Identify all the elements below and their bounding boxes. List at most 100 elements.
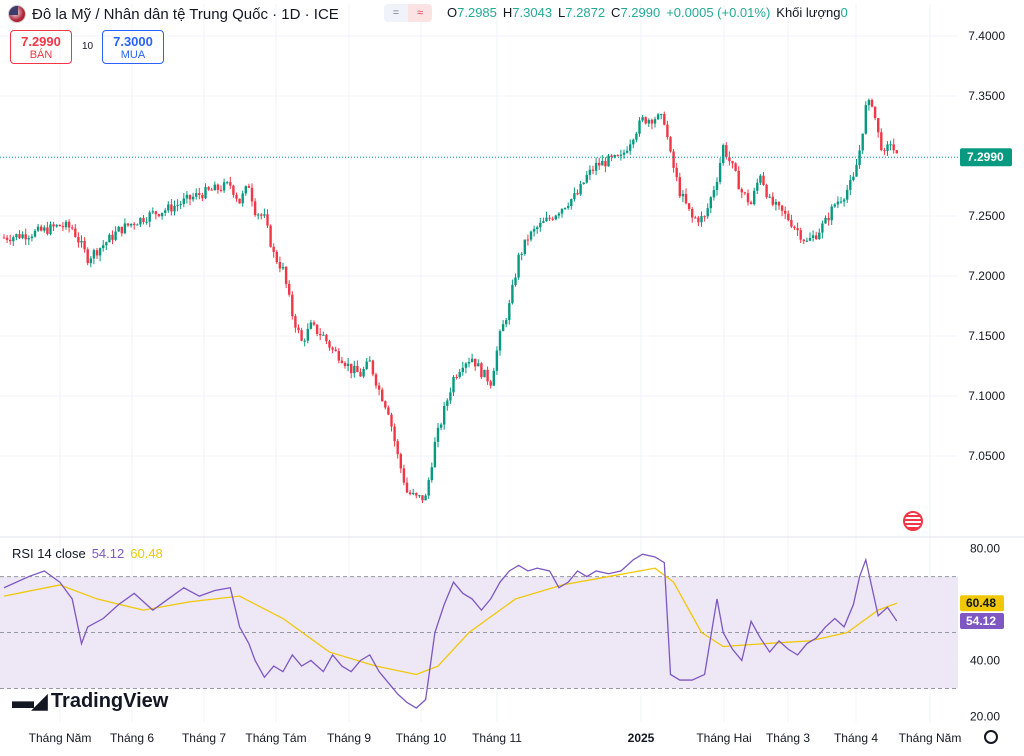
rsi-legend[interactable]: RSI 14 close 54.12 60.48 xyxy=(12,546,163,561)
rsi-axis[interactable]: 80.00 40.00 20.00 60.48 54.12 xyxy=(960,542,1004,724)
rsi-ma-axis-label-box xyxy=(960,595,1004,612)
time-tick-label: Tháng 7 xyxy=(182,731,226,745)
candle-body xyxy=(108,234,111,243)
candle-body xyxy=(505,319,508,325)
price-tick-label: 7.0500 xyxy=(968,449,1005,463)
candle-body xyxy=(588,169,592,175)
buy-button[interactable]: 7.3000 MUA xyxy=(102,30,164,64)
candle-body xyxy=(867,99,871,106)
time-tick-label: Tháng Hai xyxy=(696,731,751,745)
candle-body xyxy=(821,223,824,233)
equals-icon[interactable]: = xyxy=(384,4,408,22)
candle-body xyxy=(80,240,83,243)
approx-icon[interactable]: ≈ xyxy=(408,4,432,22)
candle-body xyxy=(377,385,381,390)
rsi-name: RSI 14 close xyxy=(12,546,86,561)
tradingview-wordmark: TradingView xyxy=(50,689,169,712)
candle-body xyxy=(607,155,610,167)
volume-label: Khối lượng xyxy=(776,5,841,20)
candle-body xyxy=(511,284,514,304)
candle-body xyxy=(532,228,536,232)
candle-body xyxy=(712,190,716,198)
candle-body xyxy=(433,441,437,468)
candle-body xyxy=(424,495,427,501)
us-market-flag-icon[interactable] xyxy=(903,511,923,531)
last-price-label: 7.2990 xyxy=(967,150,1004,164)
candle-body xyxy=(811,235,815,239)
candle-body xyxy=(86,249,89,264)
candle-body xyxy=(548,217,551,219)
candle-body xyxy=(167,204,170,211)
settings-gear-icon[interactable] xyxy=(984,730,998,744)
symbol-title[interactable]: Đô la Mỹ / Nhân dân tệ Trung Quốc · 1D ·… xyxy=(32,5,339,23)
candle-body xyxy=(718,163,722,182)
candle-body xyxy=(297,327,300,331)
candle-body xyxy=(771,196,774,205)
sell-label: BÁN xyxy=(29,49,53,61)
candle-body xyxy=(204,187,207,199)
candle-body xyxy=(164,210,167,213)
sell-button[interactable]: 7.2990 BÁN xyxy=(10,30,72,64)
candle-body xyxy=(495,350,499,371)
candle-body xyxy=(777,201,781,206)
price-axis[interactable]: 7.40007.35007.30007.25007.20007.15007.10… xyxy=(968,29,1005,463)
candle-body xyxy=(418,495,421,497)
candle-body xyxy=(722,145,725,164)
candle-body xyxy=(67,221,71,228)
time-axis[interactable]: Tháng Năm Tháng 6 Tháng 7 Tháng Tám Tháng 9 T… xyxy=(29,731,962,745)
candle-body xyxy=(870,99,874,107)
candle-body xyxy=(635,133,638,140)
candle-body xyxy=(412,492,415,495)
candle-body xyxy=(660,114,663,116)
candle-body xyxy=(873,106,877,119)
candle-body xyxy=(226,182,229,184)
price-tick-label: 7.2500 xyxy=(968,209,1005,223)
open-label: O xyxy=(447,5,458,20)
candle-body xyxy=(325,334,328,342)
candle-body xyxy=(573,193,576,200)
symbol-header[interactable]: Đô la Mỹ / Nhân dân tệ Trung Quốc · 1D ·… xyxy=(8,3,339,25)
candle-body xyxy=(95,250,99,256)
candle-body xyxy=(536,227,539,229)
candle-body xyxy=(836,201,840,205)
candle-body xyxy=(827,217,830,221)
candle-body xyxy=(585,174,588,183)
candle-body xyxy=(49,224,52,234)
rsi-ma-axis-label: 60.48 xyxy=(966,596,996,610)
candle-body xyxy=(312,322,316,325)
candle-body xyxy=(818,232,821,240)
candle-body xyxy=(681,193,685,197)
candle-body xyxy=(632,139,635,145)
candle-body xyxy=(830,206,833,221)
candle-body xyxy=(551,218,554,220)
candle-body xyxy=(740,189,743,193)
time-tick-label: Tháng Năm xyxy=(29,731,92,745)
candle-body xyxy=(74,228,77,237)
candle-body xyxy=(709,197,712,209)
candle-body xyxy=(207,187,210,190)
candle-body xyxy=(393,426,396,442)
candle-body xyxy=(483,369,486,378)
candle-body xyxy=(71,227,74,229)
candle-body xyxy=(213,184,216,191)
candle-body xyxy=(179,203,182,205)
candle-body xyxy=(120,226,123,234)
candle-body xyxy=(365,361,368,369)
candle-body xyxy=(136,224,139,226)
candle-body xyxy=(784,210,787,214)
candle-body xyxy=(563,207,567,209)
candle-body xyxy=(241,193,244,204)
candle-body xyxy=(520,253,523,255)
candle-body xyxy=(371,360,375,375)
compare-toggle[interactable]: = ≈ xyxy=(384,4,432,22)
candle-body xyxy=(542,221,545,223)
candle-body xyxy=(650,119,654,124)
candle-body xyxy=(5,237,9,240)
candle-body xyxy=(253,201,257,216)
tradingview-logo[interactable]: ▬◢ TradingView xyxy=(12,688,168,714)
time-tick-label: Tháng Năm xyxy=(899,731,962,745)
candle-body xyxy=(396,441,399,455)
candle-body xyxy=(201,195,204,199)
candle-body xyxy=(368,360,371,362)
